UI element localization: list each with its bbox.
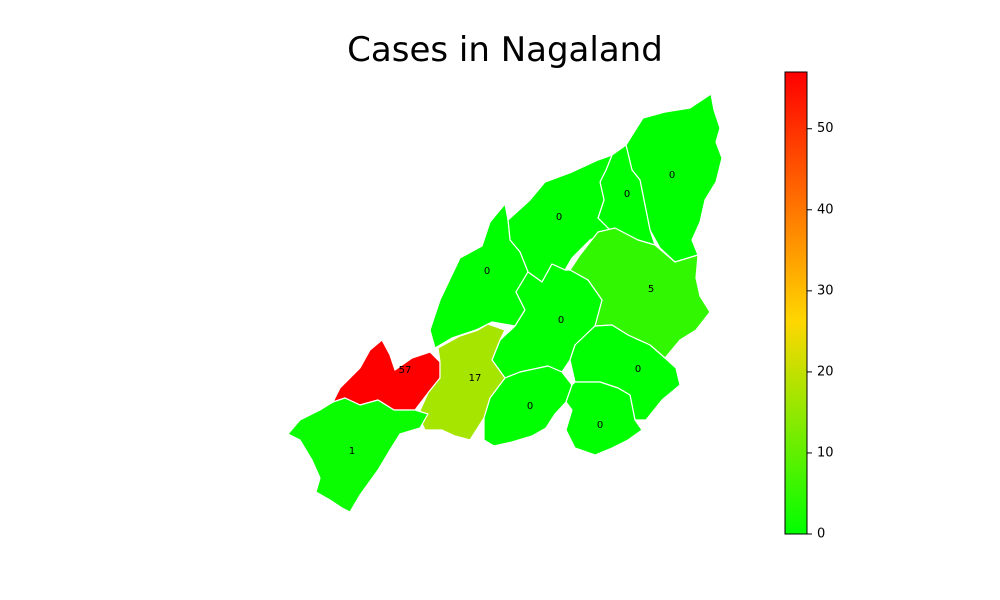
district-7-label: 57: [399, 365, 412, 376]
colorbar-tick-label: 50: [817, 121, 834, 136]
district-0-label: 0: [669, 170, 675, 181]
district-11[interactable]: [565, 381, 643, 456]
district-3[interactable]: [429, 203, 529, 349]
district-1-label: 0: [624, 189, 630, 200]
district-5-label: 0: [558, 315, 564, 326]
districts-layer: [287, 93, 723, 513]
district-labels-layer: 0 0 0 0 5 0 0 57 17 0 1 0: [349, 170, 675, 457]
district-7[interactable]: [332, 339, 441, 411]
district-10[interactable]: [287, 397, 429, 513]
district-11-label: 0: [597, 420, 603, 431]
colorbar-tick-label: 40: [817, 202, 834, 217]
colorbar: 0 10 20 30 40 50: [784, 71, 834, 542]
district-3-label: 0: [484, 266, 490, 277]
district-2-label: 0: [556, 212, 562, 223]
colorbar-ticks: 0 10 20 30 40 50: [807, 121, 834, 542]
district-10-label: 1: [349, 446, 355, 457]
district-8-label: 17: [469, 373, 482, 384]
colorbar-tick-label: 20: [817, 364, 834, 379]
district-9[interactable]: [483, 365, 573, 447]
colorbar-bar: [784, 71, 808, 535]
district-6-label: 0: [635, 364, 641, 375]
colorbar-tick-label: 30: [817, 283, 834, 298]
colorbar-tick-label: 10: [817, 445, 834, 460]
district-4-label: 5: [648, 284, 654, 295]
district-6[interactable]: [569, 324, 681, 421]
district-5[interactable]: [491, 263, 603, 379]
district-9-label: 0: [527, 401, 533, 412]
map-title: Cases in Nagaland: [347, 30, 663, 70]
colorbar-tick-label: 0: [817, 527, 825, 542]
